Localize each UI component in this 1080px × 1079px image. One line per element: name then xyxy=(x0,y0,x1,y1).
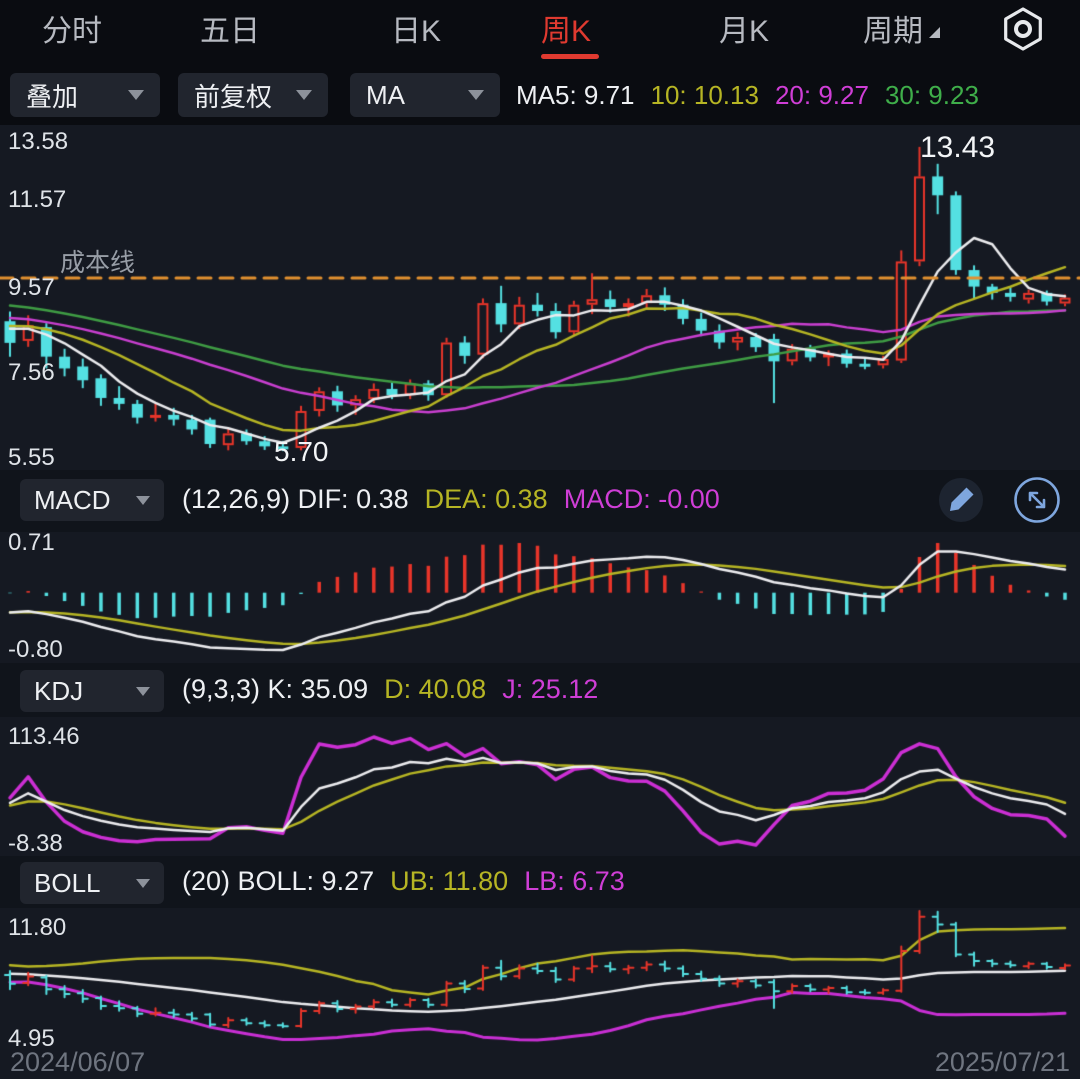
boll-values: (20) BOLL: 9.27 UB: 11.80 LB: 6.73 xyxy=(182,866,625,897)
tab-monthly-k[interactable]: 月K xyxy=(719,15,770,48)
chevron-down-icon xyxy=(128,90,144,100)
period-corner-triangle-icon xyxy=(929,27,940,38)
kdj-panel-header: KDJ (9,3,3) K: 35.09 D: 40.08 J: 25.12 xyxy=(0,663,1080,717)
macd-values: (12,26,9) DIF: 0.38 DEA: 0.38 MACD: -0.0… xyxy=(182,484,720,515)
macd-params-dif-value: (12,26,9) DIF: 0.38 xyxy=(182,484,409,514)
ma-dropdown[interactable]: MA xyxy=(350,73,500,117)
boll-mid-value: (20) BOLL: 9.27 xyxy=(182,866,375,896)
chevron-down-icon xyxy=(136,878,150,888)
boll-y-max-label: 11.80 xyxy=(8,914,67,941)
ma-dropdown-label: MA xyxy=(366,79,405,110)
tab-daily-k[interactable]: 日K xyxy=(391,15,442,48)
boll-panel-header: BOLL (20) BOLL: 9.27 UB: 11.80 LB: 6.73 xyxy=(0,856,1080,908)
active-tab-underline xyxy=(541,54,599,59)
start-date-label: 2024/06/07 xyxy=(10,1047,146,1077)
adjust-type-dropdown[interactable]: 前复权 xyxy=(178,73,328,117)
period-tab-bar: 分时 五日 日K 周K 月K 周期 叠加 前复权 MA MA5: 9.71 10… xyxy=(0,0,1080,125)
kdj-dropdown-label: KDJ xyxy=(34,675,84,706)
kdj-d-value: D: 40.08 xyxy=(384,674,487,704)
chevron-down-icon xyxy=(136,686,150,696)
ma5-value: MA5: 9.71 xyxy=(516,79,635,110)
price-label-5: 5.55 xyxy=(8,444,55,471)
boll-dropdown[interactable]: BOLL xyxy=(20,862,164,904)
boll-chart-canvas[interactable] xyxy=(0,908,1080,1048)
overlay-dropdown-label: 叠加 xyxy=(26,81,79,112)
boll-ub-value: UB: 11.80 xyxy=(390,866,509,896)
tab-minute[interactable]: 分时 xyxy=(42,15,102,48)
ma-legend: MA5: 9.71 10: 10.13 20: 9.27 30: 9.23 xyxy=(516,73,979,117)
kdj-params-k-value: (9,3,3) K: 35.09 xyxy=(182,674,369,704)
macd-hist-value: MACD: -0.00 xyxy=(563,484,720,514)
macd-dropdown[interactable]: MACD xyxy=(20,479,164,521)
kdj-y-min-label: -8.38 xyxy=(8,830,63,857)
tab-period-label: 周期 xyxy=(863,15,923,48)
main-chart-canvas[interactable] xyxy=(0,125,1080,470)
cost-line-label: 成本线 xyxy=(60,249,136,277)
kdj-dropdown[interactable]: KDJ xyxy=(20,670,164,712)
settings-icon[interactable] xyxy=(1000,6,1046,52)
edit-pencil-icon[interactable] xyxy=(938,477,984,528)
macd-dropdown-label: MACD xyxy=(34,484,111,515)
boll-lb-value: LB: 6.73 xyxy=(524,866,625,896)
chevron-down-icon xyxy=(468,90,484,100)
low-price-label: 5.70 xyxy=(274,436,329,467)
price-label-1: 13.58 xyxy=(8,128,69,155)
boll-dropdown-label: BOLL xyxy=(34,867,101,898)
kdj-chart-canvas[interactable] xyxy=(0,717,1080,856)
overlay-dropdown[interactable]: 叠加 xyxy=(10,73,160,117)
price-label-2: 11.57 xyxy=(8,186,67,213)
chevron-down-icon xyxy=(136,495,150,505)
chevron-down-icon xyxy=(296,90,312,100)
ma10-value: 10: 10.13 xyxy=(650,79,759,110)
tab-period[interactable]: 周期 xyxy=(863,10,940,54)
end-date-label: 2025/07/21 xyxy=(934,1047,1070,1077)
macd-dea-value: DEA: 0.38 xyxy=(424,484,548,514)
ma20-value: 20: 9.27 xyxy=(774,79,869,110)
tab-weekly-k[interactable]: 周K xyxy=(541,15,592,48)
tab-five-day[interactable]: 五日 xyxy=(200,15,260,48)
boll-y-min-label: 4.95 xyxy=(8,1025,55,1052)
macd-chart-canvas[interactable] xyxy=(0,532,1080,663)
macd-y-max-label: 0.71 xyxy=(8,529,55,556)
kdj-y-max-label: 113.46 xyxy=(8,723,80,750)
macd-y-min-label: -0.80 xyxy=(8,636,63,663)
price-label-4: 7.56 xyxy=(8,359,55,386)
kdj-values: (9,3,3) K: 35.09 D: 40.08 J: 25.12 xyxy=(182,674,598,705)
expand-fullscreen-icon[interactable] xyxy=(1012,475,1062,530)
high-price-label: 13.43 xyxy=(920,131,996,164)
ma30-value: 30: 9.23 xyxy=(884,79,979,110)
price-label-3: 9.57 xyxy=(8,274,55,301)
adjust-type-label: 前复权 xyxy=(194,81,273,112)
macd-panel-header: MACD (12,26,9) DIF: 0.38 DEA: 0.38 MACD:… xyxy=(0,470,1080,532)
kdj-j-value: J: 25.12 xyxy=(502,674,599,704)
